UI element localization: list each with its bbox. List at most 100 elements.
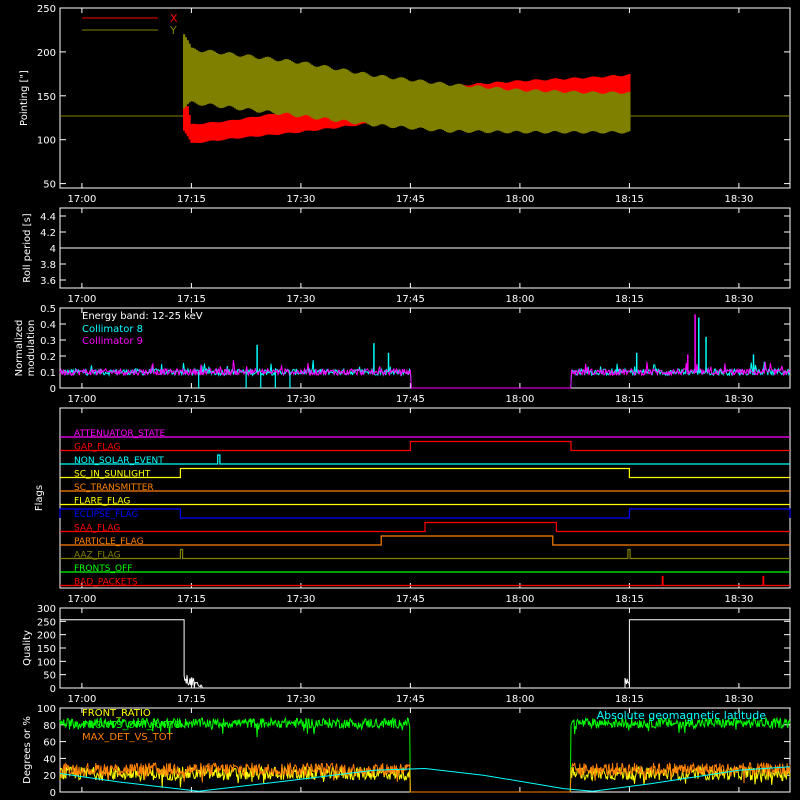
y-tick-label: 0.2 bbox=[40, 352, 56, 363]
time-tick-label: 17:45 bbox=[396, 394, 425, 405]
time-tick-label: 18:30 bbox=[724, 294, 753, 305]
flag-label: NON_SOLAR_EVENT bbox=[74, 456, 164, 466]
flag-label: GAP_FLAG bbox=[74, 443, 120, 453]
flag-line-bad_packets bbox=[60, 575, 790, 587]
time-tick-label: 17:15 bbox=[177, 594, 206, 605]
flag-line-gap_flag bbox=[60, 440, 790, 452]
flag-line-sc_in_sunlight bbox=[60, 467, 790, 479]
time-tick-label: 17:15 bbox=[177, 294, 206, 305]
flag-label: FLARE_FLAG bbox=[74, 497, 130, 507]
y-tick-label: 250 bbox=[37, 617, 56, 628]
panel-pointing: 17:00 17:15 17:30 17:45 18:00 18:15 18:30 50 100… bbox=[19, 4, 791, 205]
time-tick-label: 17:15 bbox=[177, 194, 206, 205]
panel-quality: 17:00 17:15 17:30 17:45 18:00 18:15 18:30 0 50 10… bbox=[22, 604, 791, 705]
y-tick-label: 100 bbox=[37, 136, 56, 147]
y-tick-label: 3.6 bbox=[40, 276, 56, 287]
time-tick-label: 17:15 bbox=[177, 694, 206, 705]
flag-label: SAA_FLAG bbox=[74, 524, 120, 534]
panel-flags: 17:00 17:15 17:30 17:45 18:00 18:15 18:30 Flags… bbox=[34, 407, 791, 605]
y-tick-label: 80 bbox=[43, 721, 56, 732]
time-tick-label: 17:00 bbox=[67, 294, 96, 305]
flag-line-eclipse_flag bbox=[59, 508, 791, 519]
pointing-frame bbox=[59, 7, 791, 189]
pointing-ylabel: Pointing ["] bbox=[19, 70, 30, 126]
flag-line-non_solar_event bbox=[60, 454, 790, 465]
time-tick-label: 17:30 bbox=[286, 294, 315, 305]
flags-ylabel: Flags bbox=[34, 485, 45, 511]
time-tick-label: 17:30 bbox=[286, 394, 315, 405]
flag-label: SC_TRANSMITTER bbox=[74, 483, 154, 493]
panel-modulation: 17:00 17:15 17:30 17:45 18:00 18:15 18:30 0 0.1 0… bbox=[14, 304, 791, 405]
y-tick-label: 4 bbox=[50, 244, 56, 255]
time-tick-label: 17:45 bbox=[396, 194, 425, 205]
time-tick-label: 17:00 bbox=[67, 694, 96, 705]
time-tick-label: 18:15 bbox=[615, 694, 644, 705]
y-tick-label: 0 bbox=[50, 788, 56, 799]
geomag-latitude-line bbox=[59, 766, 791, 792]
modulation-ylabel-1: Normalized bbox=[14, 320, 25, 377]
y-tick-label: 150 bbox=[37, 92, 56, 103]
flag-line-aaz_flag bbox=[60, 548, 790, 560]
time-tick-label: 18:30 bbox=[724, 194, 753, 205]
modulation-ylabel-2: modulation bbox=[26, 320, 37, 377]
y-tick-label: 4.4 bbox=[40, 212, 56, 223]
y-tick-label: 50 bbox=[43, 180, 56, 191]
time-tick-label: 17:15 bbox=[177, 394, 206, 405]
time-tick-label: 18:30 bbox=[724, 694, 753, 705]
quality-line bbox=[60, 619, 790, 689]
time-tick-label: 18:00 bbox=[505, 394, 534, 405]
panel-degrees: 0 20 40 60 80 100 Degrees or % FRONT_RATIOFRONT… bbox=[22, 704, 791, 799]
y-tick-label: 300 bbox=[37, 604, 56, 615]
legend-front_ratio: FRONT_RATIO bbox=[82, 708, 151, 719]
y-tick-label: 0.1 bbox=[40, 368, 56, 379]
legend-geomag-latitude: Absolute geomagnetic latitude bbox=[597, 709, 767, 722]
time-tick-label: 17:45 bbox=[396, 694, 425, 705]
y-tick-label: 200 bbox=[37, 48, 56, 59]
time-tick-label: 17:00 bbox=[67, 394, 96, 405]
time-tick-label: 18:00 bbox=[505, 194, 534, 205]
time-tick-label: 17:30 bbox=[286, 594, 315, 605]
degrees-ylabel: Degrees or % bbox=[22, 716, 33, 784]
time-tick-label: 17:00 bbox=[67, 594, 96, 605]
flag-label: PARTICLE_FLAG bbox=[74, 537, 144, 547]
chart-panels: 17:00 17:15 17:30 17:45 18:00 18:15 18:30 50 100… bbox=[14, 4, 791, 799]
y-tick-label: 0 bbox=[50, 384, 56, 395]
flag-label: BAD_PACKETS bbox=[74, 578, 138, 588]
time-tick-label: 17:00 bbox=[67, 194, 96, 205]
degrees-series-2 bbox=[59, 761, 791, 793]
legend-1: Collimator 9 bbox=[82, 336, 143, 347]
time-tick-label: 18:00 bbox=[505, 694, 534, 705]
y-tick-label: 100 bbox=[37, 657, 56, 668]
y-tick-label: 60 bbox=[43, 738, 56, 749]
flag-line-saa_flag bbox=[60, 521, 790, 533]
legend-fronts_off_ratio: FRONTS_OFF_RATIO bbox=[82, 720, 182, 731]
panel-roll: 17:00 17:15 17:30 17:45 18:00 18:15 18:30 3.6 3.… bbox=[22, 207, 791, 305]
flag-label: ECLIPSE_FLAG bbox=[74, 510, 138, 520]
flag-label: ATTENUATOR_STATE bbox=[74, 429, 166, 439]
y-tick-label: 40 bbox=[43, 754, 56, 765]
y-tick-label: 250 bbox=[37, 4, 56, 15]
y-tick-label: 0 bbox=[50, 684, 56, 695]
y-tick-label: 0.4 bbox=[40, 320, 56, 331]
time-tick-label: 17:30 bbox=[286, 694, 315, 705]
quality-ylabel: Quality bbox=[22, 630, 33, 666]
y-tick-label: 150 bbox=[37, 644, 56, 655]
time-tick-label: 18:15 bbox=[615, 194, 644, 205]
legend-0: Collimator 8 bbox=[82, 324, 143, 335]
legend-label: Y bbox=[169, 24, 177, 37]
energy-band-label: Energy band: 12-25 keV bbox=[82, 311, 203, 322]
time-tick-label: 17:45 bbox=[396, 294, 425, 305]
y-tick-label: 4.2 bbox=[40, 228, 56, 239]
time-tick-label: 17:30 bbox=[286, 194, 315, 205]
y-tick-label: 0.5 bbox=[40, 304, 56, 315]
modulation-series-1 bbox=[59, 360, 791, 389]
flag-label: FRONTS_OFF bbox=[74, 564, 132, 574]
time-tick-label: 18:00 bbox=[505, 594, 534, 605]
legend-max_det_vs_tot: MAX_DET_VS_TOT bbox=[82, 732, 174, 743]
time-tick-label: 18:15 bbox=[615, 394, 644, 405]
y-tick-label: 20 bbox=[43, 771, 56, 782]
series-y bbox=[183, 34, 631, 134]
y-tick-label: 50 bbox=[43, 671, 56, 682]
time-tick-label: 18:30 bbox=[724, 394, 753, 405]
